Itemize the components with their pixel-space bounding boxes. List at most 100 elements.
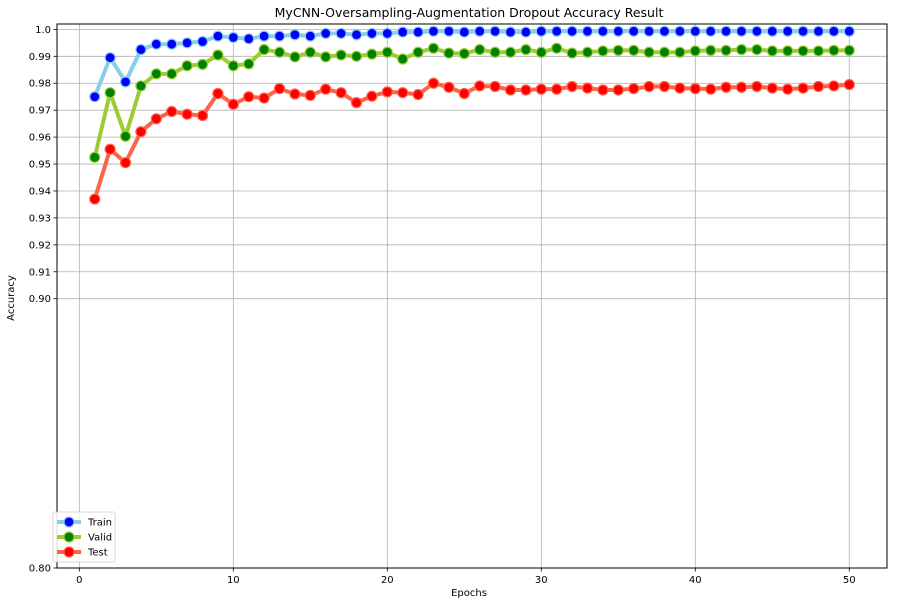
legend-marker-valid [63,531,75,543]
y-tick-label: 1.0 [35,25,51,36]
data-point-train [489,25,501,37]
data-point-train [581,25,594,37]
y-axis-label: Accuracy [6,275,17,321]
y-tick-label: 0.90 [29,294,51,305]
data-point-valid [474,43,486,56]
data-point-train [350,29,363,41]
data-point-valid [812,45,825,57]
x-tick-label: 20 [381,575,394,586]
data-point-valid [412,46,424,58]
data-point-train [643,25,655,37]
data-point-train [289,29,301,41]
data-point-test [227,98,239,110]
data-point-train [812,25,825,37]
data-point-train [243,33,255,45]
data-point-train [520,26,532,38]
y-tick-label: 0.97 [29,106,51,117]
data-point-train [689,25,701,37]
data-point-test [320,83,332,95]
data-point-test [119,157,132,169]
data-point-valid [350,50,363,62]
data-point-test [474,80,486,92]
y-tick-label: 0.96 [29,133,51,144]
data-point-test [104,143,116,155]
legend-marker-train [63,516,75,528]
data-point-valid [212,49,224,61]
data-point-train [227,31,239,44]
data-point-train [797,25,809,37]
grid-lines [57,24,887,569]
data-point-valid [135,80,147,92]
data-point-train [104,52,116,64]
data-point-train [658,25,671,37]
plot-frame [56,23,888,569]
data-point-train [443,25,455,37]
data-point-valid [705,44,717,56]
data-point-test [797,82,809,94]
data-point-valid [304,46,316,58]
data-point-train [412,26,424,38]
data-point-valid [196,58,209,70]
data-point-test [273,83,286,95]
data-point-valid [320,51,332,63]
data-point-valid [243,58,255,70]
data-point-valid [689,45,701,57]
data-point-train [320,27,332,40]
data-point-test [674,82,686,94]
data-point-train [135,43,147,56]
data-point-valid [720,44,732,56]
legend-marker-test [63,546,75,558]
x-tick-label: 10 [227,575,240,586]
data-point-train [782,25,794,37]
data-point-test [812,80,825,93]
data-point-test [566,80,578,93]
data-point-train [196,35,209,48]
data-point-train [258,30,270,42]
data-point-test [581,82,594,94]
data-point-valid [535,46,547,58]
data-point-test [196,109,209,122]
data-point-valid [89,151,101,163]
data-point-test [397,87,409,99]
data-point-valid [458,48,470,60]
data-point-train [612,25,624,37]
data-point-train [705,25,717,37]
data-point-valid [397,53,409,65]
data-point-test [766,82,778,94]
y-tick-label: 0.95 [29,160,51,171]
x-tick-label: 40 [689,575,702,586]
x-tick-label: 50 [843,575,856,586]
data-point-valid [612,44,624,56]
data-point-test [597,84,609,96]
data-point-train [597,25,609,37]
y-tick-label: 0.94 [29,186,51,197]
data-point-test [443,81,455,93]
x-tick-label: 0 [76,575,82,586]
data-point-test [335,87,347,99]
y-tick-label: 0.91 [29,267,51,278]
data-point-valid [551,42,563,54]
data-point-test [551,83,563,95]
data-point-valid [735,43,748,56]
data-point-valid [289,51,301,63]
data-point-test [412,88,424,101]
data-point-train [843,25,855,37]
data-point-test [782,83,794,95]
series-test [89,77,855,205]
data-point-test [489,80,501,93]
axis-ticks: 0 10 20 30 40 50 0.80 0.90 0.91 0.92 0.93 0.94 0.95 0… [29,25,856,586]
data-point-train [674,25,686,37]
data-point-test [689,83,701,95]
legend-label-valid: Valid [88,533,112,544]
data-point-valid [227,60,239,72]
data-point-test [304,89,316,101]
data-point-train [89,91,101,103]
y-tick-label: 0.93 [29,213,51,224]
series-layer [89,25,855,205]
data-point-valid [766,45,778,57]
data-point-train [273,30,286,42]
data-point-test [658,80,671,93]
data-point-train [766,25,778,37]
chart-title: MyCNN-Oversampling-Augmentation Dropout … [275,5,664,20]
